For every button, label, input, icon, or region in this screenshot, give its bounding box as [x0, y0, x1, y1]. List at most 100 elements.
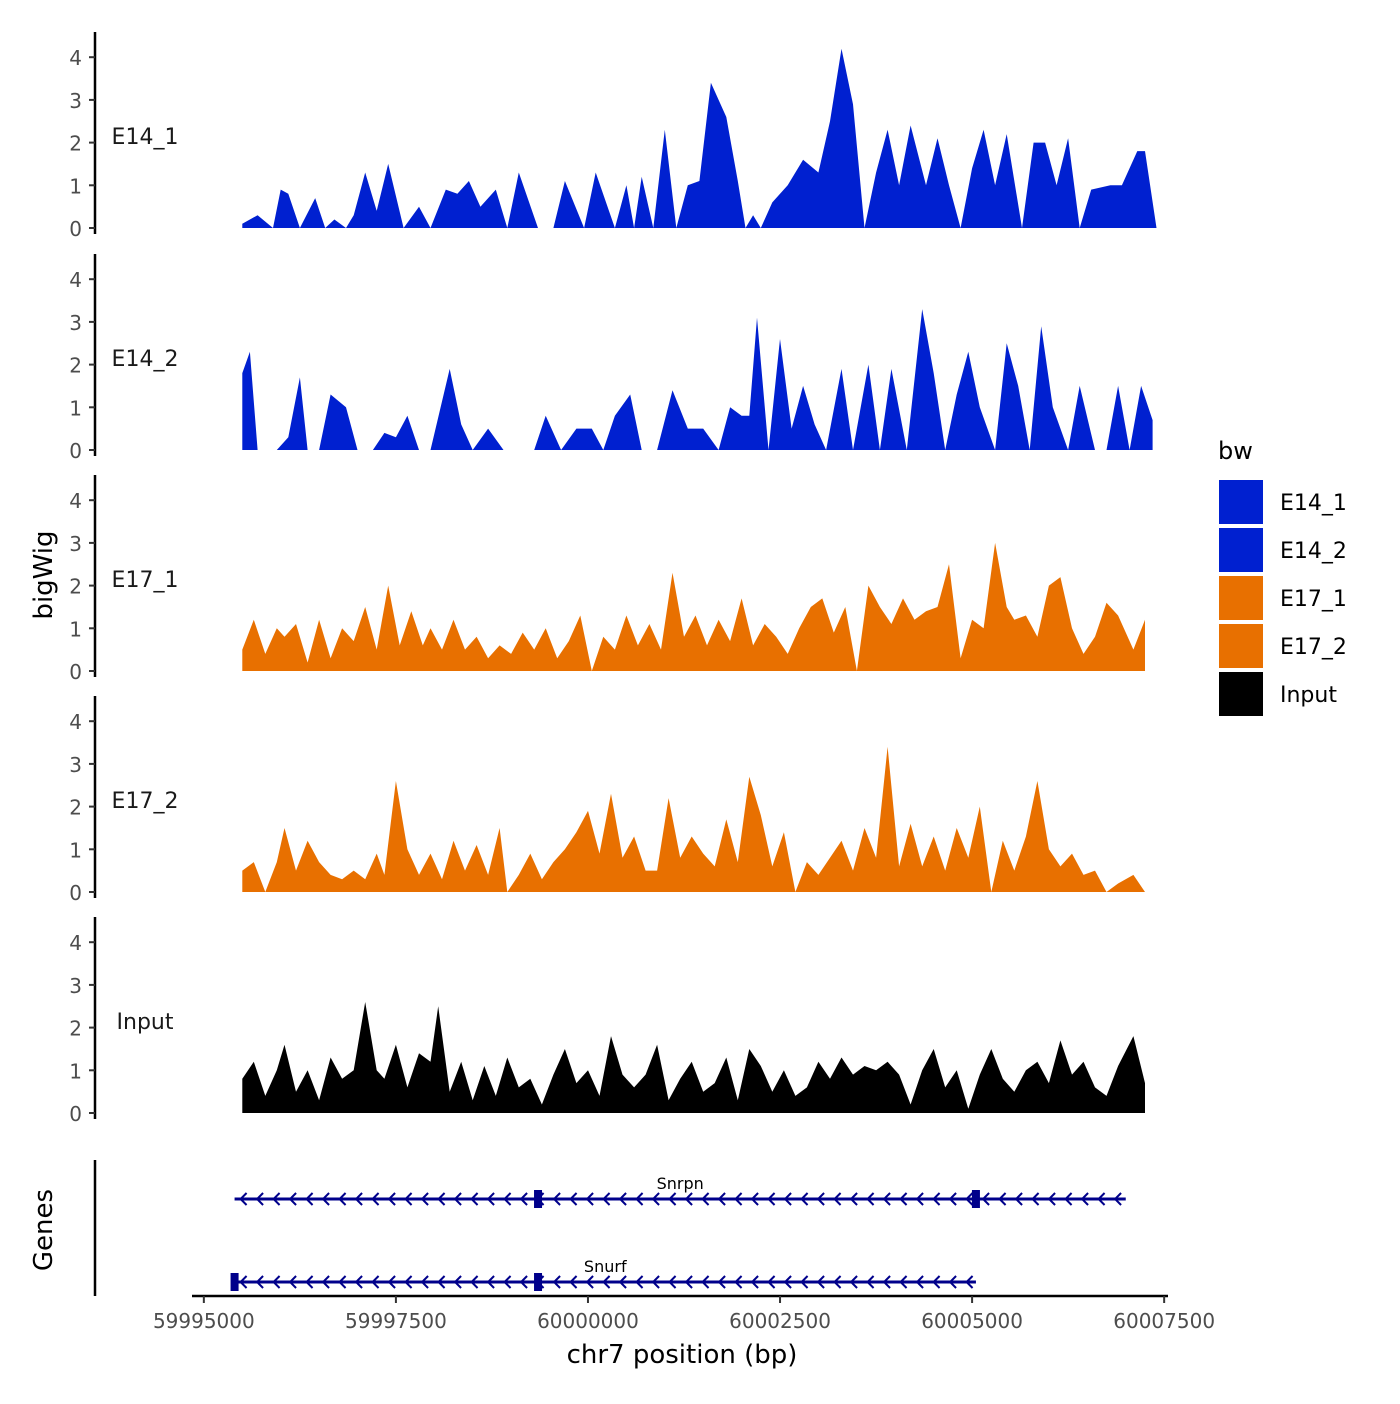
gene-arrow: [486, 1192, 495, 1206]
gene-arrow: [767, 1192, 776, 1206]
gene-arrow: [651, 1275, 660, 1289]
gene-snrpn: Snrpn: [234, 1174, 1126, 1208]
y-tick-label: 3: [69, 974, 82, 998]
y-tick-label: 1: [69, 1059, 82, 1083]
x-tick-label: 59997500: [345, 1309, 447, 1333]
gene-arrow: [338, 1192, 347, 1206]
gene-arrow: [734, 1275, 743, 1289]
gene-name: Snurf: [584, 1257, 627, 1276]
gene-arrow: [239, 1192, 248, 1206]
gene-arrow: [635, 1275, 644, 1289]
gene-arrow: [486, 1275, 495, 1289]
gene-arrow: [569, 1275, 578, 1289]
gene-name: Snrpn: [657, 1174, 704, 1193]
gene-arrow: [849, 1275, 858, 1289]
x-tick-label: 60005000: [921, 1309, 1023, 1333]
gene-arrow: [387, 1192, 396, 1206]
gene-arrow: [585, 1192, 594, 1206]
gene-arrow: [1113, 1192, 1122, 1206]
y-tick-label: 1: [69, 396, 82, 420]
gene-arrow: [734, 1192, 743, 1206]
gene-arrow: [338, 1275, 347, 1289]
gene-arrow: [272, 1192, 281, 1206]
genes-axis-title: Genes: [29, 1189, 59, 1271]
gene-arrow: [800, 1275, 809, 1289]
gene-arrow: [668, 1275, 677, 1289]
gene-snurf: Snurf: [230, 1257, 976, 1291]
y-tick-label: 4: [69, 489, 82, 513]
legend-entry-e17-1: E17_1: [1219, 576, 1347, 620]
y-tick-label: 0: [69, 881, 82, 905]
gene-arrow: [635, 1192, 644, 1206]
y-tick-label: 2: [69, 1017, 82, 1041]
gene-arrow: [717, 1275, 726, 1289]
gene-arrow: [354, 1275, 363, 1289]
gene-arrow: [552, 1275, 561, 1289]
gene-arrow: [503, 1275, 512, 1289]
gene-arrow: [717, 1192, 726, 1206]
gene-arrow: [618, 1275, 627, 1289]
gene-arrow: [519, 1192, 528, 1206]
gene-arrow: [915, 1192, 924, 1206]
gene-arrow: [255, 1275, 264, 1289]
gene-arrow: [948, 1192, 957, 1206]
legend-entry-e17-2: E17_2: [1219, 624, 1347, 668]
gene-exon: [534, 1190, 543, 1208]
gene-arrow: [585, 1275, 594, 1289]
gene-arrow: [849, 1192, 858, 1206]
gene-arrow: [651, 1192, 660, 1206]
y-tick-label: 2: [69, 575, 82, 599]
y-axis-title: bigWig: [29, 530, 59, 619]
y-tick-label: 2: [69, 796, 82, 820]
legend-entry-input: Input: [1219, 672, 1337, 716]
track-area: [242, 1002, 1146, 1113]
legend-swatch: [1219, 624, 1263, 668]
y-tick-label: 3: [69, 311, 82, 335]
gene-arrow: [701, 1192, 710, 1206]
gene-arrow: [965, 1275, 974, 1289]
track-input: 0 1 2 3 4 Input: [69, 917, 1146, 1126]
gene-arrow: [684, 1275, 693, 1289]
gene-arrow: [783, 1275, 792, 1289]
gene-arrow: [387, 1275, 396, 1289]
track-e17-1: 0 1 2 3 4 E17_1: [69, 475, 1146, 684]
track-label: Input: [117, 1010, 174, 1035]
legend-entry-e14-2: E14_2: [1219, 528, 1347, 572]
track-area: [242, 48, 1157, 229]
gene-arrow: [750, 1275, 759, 1289]
gene-arrow: [1031, 1192, 1040, 1206]
gene-arrow: [1097, 1192, 1106, 1206]
x-tick-label: 59995000: [153, 1309, 255, 1333]
legend-label: E14_2: [1280, 539, 1347, 564]
gene-arrow: [239, 1275, 248, 1289]
x-axis-title: chr7 position (bp): [567, 1340, 798, 1370]
y-tick-label: 2: [69, 354, 82, 378]
track-area: [242, 309, 1153, 450]
gene-arrow: [519, 1275, 528, 1289]
gene-arrow: [981, 1192, 990, 1206]
track-e17-2: 0 1 2 3 4 E17_2: [69, 696, 1146, 905]
gene-arrow: [866, 1275, 875, 1289]
gene-arrow: [882, 1192, 891, 1206]
legend-label: Input: [1280, 683, 1337, 708]
y-tick-label: 0: [69, 660, 82, 684]
gene-arrow: [816, 1192, 825, 1206]
track-e14-2: 0 1 2 3 4 E14_2: [69, 254, 1153, 463]
gene-arrow: [288, 1192, 297, 1206]
gene-arrow: [899, 1192, 908, 1206]
gene-arrow: [453, 1275, 462, 1289]
legend-label: E14_1: [1280, 491, 1347, 516]
gene-arrow: [932, 1275, 941, 1289]
gene-arrow: [420, 1192, 429, 1206]
gene-arrow: [602, 1192, 611, 1206]
gene-arrow: [684, 1192, 693, 1206]
gene-arrow: [1080, 1192, 1089, 1206]
legend-swatch: [1219, 672, 1263, 716]
gene-arrow: [882, 1275, 891, 1289]
y-tick-label: 0: [69, 217, 82, 241]
gene-arrow: [437, 1275, 446, 1289]
gene-arrow: [321, 1192, 330, 1206]
gene-arrow: [800, 1192, 809, 1206]
gene-arrow: [998, 1192, 1007, 1206]
gene-arrow: [420, 1275, 429, 1289]
